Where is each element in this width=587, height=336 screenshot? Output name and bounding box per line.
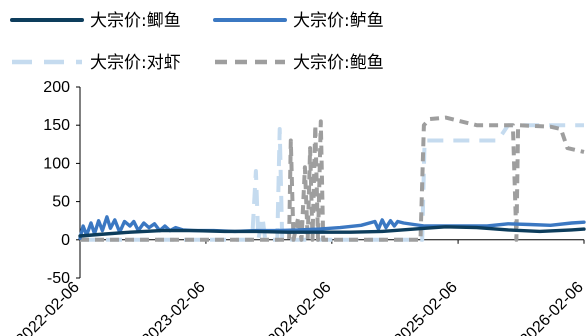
x-tick-label: 2026-02-06 [517,279,587,336]
legend-item-1: 大宗价:鲈鱼 [213,11,384,31]
legend-label: 大宗价:对虾 [90,53,181,73]
axes: -50 0 50 100 150 200 2022-02-06 2023-02-06 2024… [13,79,587,336]
series-line-1 [78,215,586,240]
series-line-3 [80,115,585,242]
plot-area [78,115,586,242]
legend-label: 大宗价:鲫鱼 [90,11,181,31]
y-tick-label: -50 [47,270,70,287]
series-line-2 [80,123,584,242]
legend-label: 大宗价:鲈鱼 [293,11,384,31]
x-ticks: 2022-02-06 2023-02-06 2024-02-06 2025-02-06… [13,239,587,336]
y-tick-label: 0 [61,232,70,249]
series-line-0 [78,225,586,238]
x-tick-label: 2022-02-06 [13,279,83,336]
y-tick-label: 100 [43,155,70,172]
legend-item-2: 大宗价:对虾 [12,53,181,73]
y-ticks: -50 0 50 100 150 200 [43,79,80,287]
x-tick-label: 2023-02-06 [139,279,209,336]
x-tick-label: 2024-02-06 [265,279,335,336]
legend-item-0: 大宗价:鲫鱼 [10,11,181,31]
legend-label: 大宗价:鲍鱼 [293,53,384,73]
legend-item-3: 大宗价:鲍鱼 [215,53,384,73]
x-tick-label: 2025-02-06 [391,279,461,336]
y-tick-label: 150 [43,117,70,134]
y-tick-label: 50 [52,194,70,211]
y-tick-label: 200 [43,79,70,96]
